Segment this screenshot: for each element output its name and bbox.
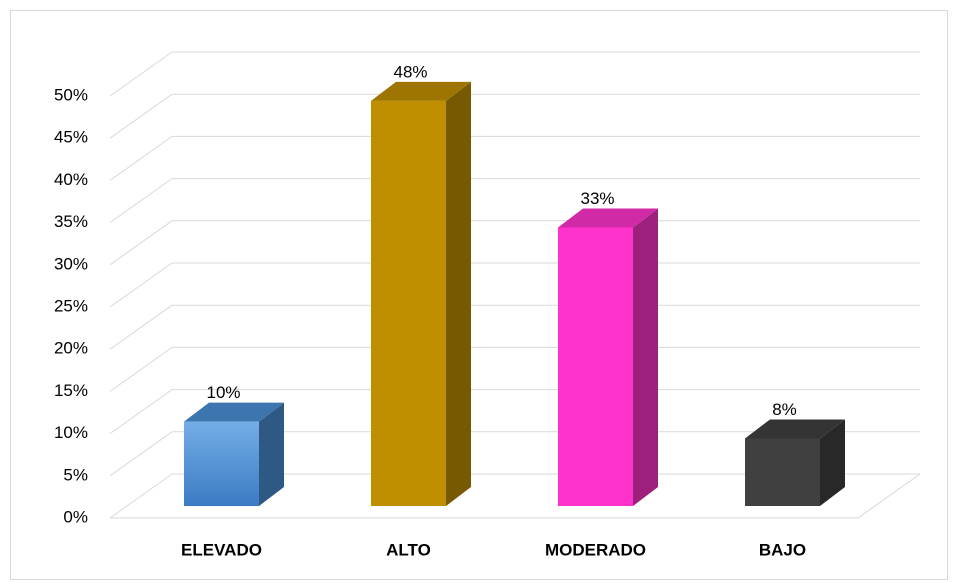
y-tick-label: 40% <box>54 170 88 189</box>
y-tick-label: 45% <box>54 128 88 147</box>
data-label: 48% <box>393 62 427 81</box>
bar <box>745 438 820 506</box>
bar-top <box>558 208 658 228</box>
data-label: 10% <box>206 383 240 402</box>
x-tick-label: BAJO <box>759 540 806 559</box>
bar-side <box>820 419 845 506</box>
grid-line <box>109 346 173 392</box>
data-label: 33% <box>580 189 614 208</box>
x-tick-label: ALTO <box>386 540 431 559</box>
grid-line <box>109 93 173 139</box>
y-tick-label: 0% <box>63 507 88 526</box>
grid-line <box>109 304 173 350</box>
bar-top <box>371 81 471 101</box>
bar-side <box>259 402 284 506</box>
grid-line <box>109 473 173 519</box>
grid-line <box>109 389 173 435</box>
y-tick-label: 10% <box>54 423 88 442</box>
y-tick-label: 15% <box>54 381 88 400</box>
bar-side <box>446 81 471 506</box>
grid-line <box>109 431 173 477</box>
y-tick-label: 25% <box>54 296 88 315</box>
grid-line <box>109 178 173 224</box>
x-tick-label: MODERADO <box>545 540 646 559</box>
y-tick-label: 35% <box>54 212 88 231</box>
bar <box>558 227 633 507</box>
y-tick-label: 30% <box>54 254 88 273</box>
grid-line <box>109 262 173 308</box>
y-tick-label: 5% <box>63 465 88 484</box>
data-label: 8% <box>772 400 797 419</box>
y-tick-label: 20% <box>54 339 88 358</box>
bar <box>371 100 446 506</box>
chart-border <box>10 10 948 580</box>
bar <box>184 421 259 506</box>
grid-line <box>109 51 173 97</box>
x-tick-label: ELEVADO <box>181 540 262 559</box>
bar-side <box>633 208 658 507</box>
grid-line <box>109 220 173 266</box>
floor-line <box>857 473 921 519</box>
bar-top <box>745 419 845 439</box>
bar-top <box>184 402 284 422</box>
y-tick-label: 50% <box>54 85 88 104</box>
grid-line <box>109 135 173 181</box>
